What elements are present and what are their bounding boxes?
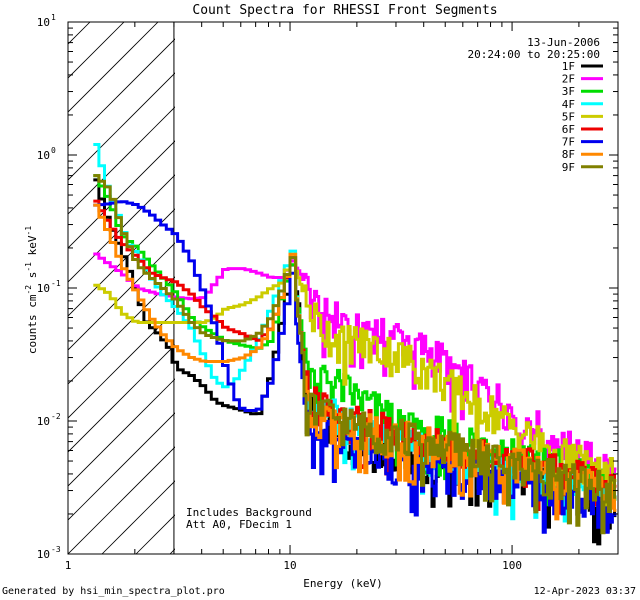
legend-label-7F: 7F — [562, 136, 575, 149]
y-tick-label: 10 — [37, 548, 50, 561]
y-tick-exponent: 0 — [51, 146, 56, 155]
legend-label-8F: 8F — [562, 148, 575, 161]
y-label-part: s — [26, 272, 39, 285]
hatch-line — [0, 0, 84, 554]
series-line-2F — [93, 252, 617, 504]
x-tick-label: 100 — [502, 559, 522, 572]
legend-label-2F: 2F — [562, 73, 575, 86]
y-label-exp: -1 — [24, 226, 33, 236]
hatch-line — [68, 378, 175, 487]
y-tick-label: 10 — [37, 16, 50, 29]
legend-label-4F: 4F — [562, 98, 575, 111]
hatch-line — [68, 22, 125, 79]
x-tick-label: 1 — [65, 559, 72, 572]
date-label: 13-Jun-2006 — [527, 36, 600, 49]
y-tick-label: 10 — [37, 149, 50, 162]
hatch-line — [68, 72, 175, 181]
y-tick-exponent: -1 — [51, 279, 61, 288]
x-axis-label: Energy (keV) — [303, 577, 382, 590]
legend-label-5F: 5F — [562, 110, 575, 123]
hatch-line — [68, 208, 175, 317]
y-tick-exponent: -3 — [51, 545, 61, 554]
legend-label-6F: 6F — [562, 123, 575, 136]
y-tick-label: 10 — [37, 415, 50, 428]
hatch-line — [0, 0, 16, 554]
x-tick-label: 10 — [283, 559, 296, 572]
series-line-9F — [93, 174, 617, 535]
footer-timestamp: 12-Apr-2023 03:37 — [534, 586, 636, 597]
y-label-part: keV — [26, 235, 39, 262]
chart-title: Count Spectra for RHESSI Front Segments — [192, 3, 497, 18]
y-label-part: counts cm — [26, 294, 39, 354]
hatch-line — [612, 0, 640, 554]
annotation-attenuator: Att A0, FDecim 1 — [186, 518, 292, 531]
y-tick-exponent: -2 — [51, 412, 61, 421]
hatch-line — [68, 38, 175, 147]
y-axis-label: counts cm-2 s-1 keV-1 — [24, 226, 39, 354]
y-tick-label: 10 — [37, 282, 50, 295]
annotation-background: Includes Background — [186, 506, 312, 519]
y-label-exp: -1 — [24, 262, 33, 272]
legend-label-3F: 3F — [562, 85, 575, 98]
hatch-line — [68, 106, 175, 215]
hatch-line — [68, 22, 159, 113]
hatch-line — [68, 446, 175, 554]
legend-label-9F: 9F — [562, 161, 575, 174]
y-tick-exponent: 1 — [51, 13, 56, 22]
legend-label-1F: 1F — [562, 60, 575, 73]
hatch-line — [0, 0, 50, 554]
footer-generated-by: Generated by hsi_min_spectra_plot.pro — [2, 586, 225, 597]
hatch-line — [68, 174, 175, 283]
hatch-line — [68, 412, 175, 521]
y-label-exp: -2 — [24, 285, 33, 295]
series-line-7F — [93, 200, 617, 534]
hatch-line — [68, 22, 91, 45]
series-layer — [93, 143, 617, 546]
time-range-label: 20:24:00 to 20:25:00 — [468, 48, 600, 61]
